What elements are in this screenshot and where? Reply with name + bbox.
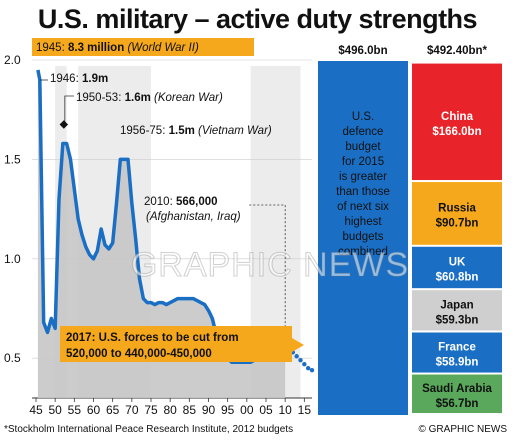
x-tick-label: 50 [48,403,62,417]
label-korea: 1950-53: 1.6m (Korean War) [76,92,223,104]
leader-korea [64,95,74,124]
projection-dot [309,367,315,373]
others-total-label: $492.40bn* [427,45,488,57]
page-title: U.S. military – active duty strengths [37,4,478,34]
projection-dot [302,362,307,367]
country-label: Saudi Arabia [422,383,492,395]
country-value-label: $60.8bn [436,271,479,283]
strength-area [37,69,286,399]
country-value-label: $90.7bn [436,217,479,229]
budget-segment [412,246,502,289]
us-bar-text: budget [345,141,381,153]
cuts-line1: 2017: U.S. forces to be cut from [66,332,239,344]
x-tick-label: 85 [183,403,197,417]
country-label: UK [449,256,466,268]
x-tick-label: 45 [29,403,43,417]
us-bar-text: for 2015 [342,156,384,168]
us-bar-text: combined [338,246,388,258]
country-value-label: $59.3bn [436,314,479,326]
cuts-line2: 520,000 to 440,000-450,000 [66,348,212,360]
x-tick-label: 65 [106,403,120,417]
country-label: China [441,111,474,123]
strength-line [36,69,286,364]
us-bar-text: defence [343,126,384,138]
label-vietnam: 1956-75: 1.5m (Vietnam War) [120,125,272,137]
x-tick-label: 95 [221,403,235,417]
country-value-label: $166.0bn [432,126,481,138]
projection-dot [294,354,299,359]
y-tick-label: 1.0 [4,252,21,266]
x-tick-label: 00 [240,403,254,417]
country-value-label: $58.9bn [436,357,479,369]
marker-korea [59,120,69,129]
us-bar-text: highest [344,216,382,228]
x-tick-label: 55 [68,403,82,417]
cuts-callout [60,326,304,362]
x-tick-label: 80 [163,403,177,417]
x-tick-label: 60 [87,403,101,417]
projection-dot [305,365,311,371]
label-2010: 2010: 566,000 [144,196,218,208]
budget-segment [412,290,502,331]
us-total-label: $496.0bn [338,45,387,57]
projection-dot [298,358,303,363]
x-tick-label: 70 [125,403,139,417]
ww2-label: 1945: 8.3 million (World War II) [36,42,199,54]
budget-segment [412,332,502,373]
us-bar-text: of next six [337,201,389,213]
country-label: Russia [438,202,476,214]
country-label: Japan [440,299,473,311]
us-bar-text: than those [336,186,390,198]
x-tick-label: 90 [202,403,216,417]
credit: © GRAPHIC NEWS [418,424,508,435]
y-tick-label: 2.0 [4,53,21,67]
country-value-label: $56.7bn [436,398,479,410]
country-label: France [438,342,476,354]
label-1946: 1946: 1.9m [50,73,108,85]
y-tick-label: 0.5 [4,351,21,365]
line-chart: 0.5 1.0 1.5 2.0 45 50 55 60 65 70 75 80 85 90 95 00 05 10… [4,38,315,417]
budget-segment [412,63,502,181]
x-tick-label: 10 [278,403,292,417]
budget-segment [412,374,502,413]
ww2-box [32,38,254,56]
x-tick-label: 05 [259,403,273,417]
us-budget-bar [318,61,408,415]
y-tick-label: 1.5 [4,152,21,166]
budget-segment [412,182,502,245]
us-bar-text: budgets [343,231,384,243]
us-bar-text: is greater [339,171,387,183]
x-tick-label: 75 [144,403,158,417]
label-2010-note: (Afghanistan, Iraq) [146,211,241,223]
us-bar-text: U.S. [352,111,374,123]
x-tick-label: 15 [298,403,312,417]
source-note: *Stockholm International Peace Research … [4,424,294,435]
budget-bars: $496.0bn U.S. defence budget for 2015 is grea… [318,45,502,415]
